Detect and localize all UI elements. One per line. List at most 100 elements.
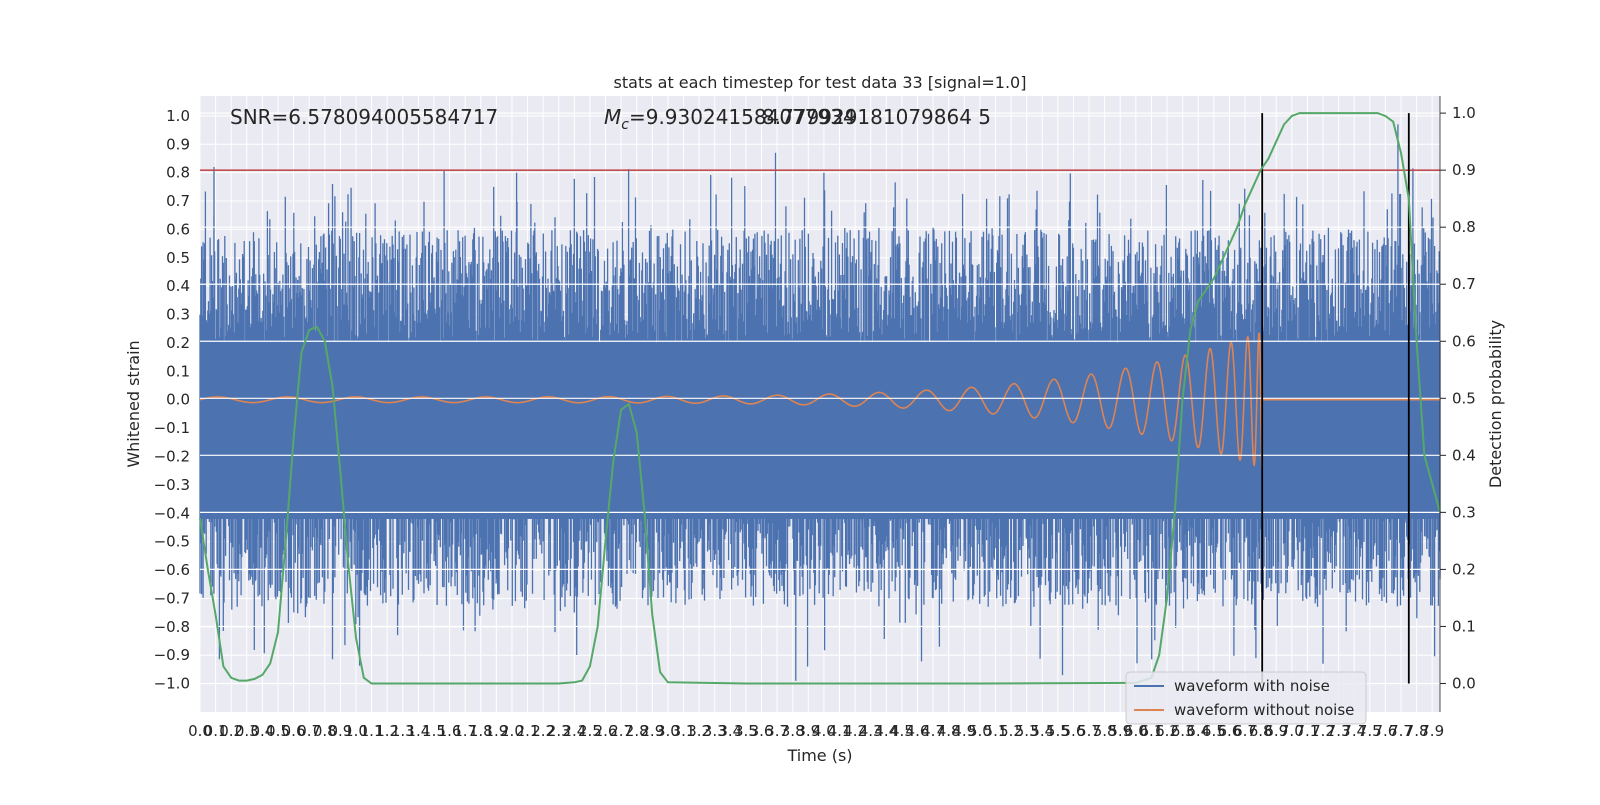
x-tick-label: 0.0 [188, 722, 212, 740]
x-tick-label: 3.3 [703, 722, 727, 740]
detection-probability-line [199, 112, 1441, 685]
y-tick-label: −1.0 [154, 675, 190, 693]
x-tick-label: 0.8 [313, 722, 337, 740]
chirp-mass-annotation: Mc=9.930241584077934 [604, 105, 856, 133]
snr-annotation: SNR=6.578094005584717 [230, 105, 498, 129]
x-tick-label: 3.6 [750, 722, 774, 740]
y2-tick-label: 0.6 [1452, 332, 1476, 350]
legend-label-waveform-without-noise: waveform without noise [1174, 701, 1354, 719]
x-tick-label: 6.2 [1155, 722, 1179, 740]
x-tick-label: 0.1 [204, 722, 228, 740]
x-tick-label: 2.8 [625, 722, 649, 740]
y-tick-label: −0.6 [154, 561, 190, 579]
y-tick-label: −0.9 [154, 646, 190, 664]
y2-tick-label: 0.0 [1452, 674, 1476, 692]
x-tick-label: 4.9 [952, 722, 976, 740]
y-tick-label: 0.5 [166, 249, 190, 267]
chart-title: stats at each timestep for test data 33 … [614, 73, 1027, 92]
x-tick-label: 0.4 [250, 722, 274, 740]
x-tick-label: 2.2 [531, 722, 555, 740]
x-tick-label: 4.0 [812, 722, 836, 740]
x-tick-label: 4.2 [843, 722, 867, 740]
y2-tick-label: 0.1 [1452, 617, 1476, 635]
y-tick-label: −0.2 [154, 448, 190, 466]
y2-tick-label: 0.2 [1452, 560, 1476, 578]
x-tick-label: 3.8 [781, 722, 805, 740]
x-tick-label: 2.1 [516, 722, 540, 740]
overlapping-annotation: 8.779929181079864 5 [762, 105, 991, 129]
x-tick-label: 5.7 [1077, 722, 1101, 740]
x-tick-label: 6.8 [1249, 722, 1273, 740]
x-tick-label: 2.6 [594, 722, 618, 740]
x-tick-label: 2.7 [609, 722, 633, 740]
y-tick-label: −0.3 [154, 476, 190, 494]
x-tick-label: 1.6 [438, 722, 462, 740]
x-tick-label: 6.9 [1264, 722, 1288, 740]
series-waveform-without-noise [199, 332, 1440, 469]
y2-tick-label: 0.5 [1452, 389, 1476, 407]
x-tick-label: 0.9 [328, 722, 352, 740]
x-tick-label: 5.8 [1093, 722, 1117, 740]
x-axis-label: Time (s) [786, 746, 852, 765]
x-tick-label: 3.9 [796, 722, 820, 740]
x-tick-label: 0.3 [235, 722, 259, 740]
x-tick-label: 6.3 [1171, 722, 1195, 740]
x-tick-label: 1.5 [422, 722, 446, 740]
x-tick-label: 6.7 [1233, 722, 1257, 740]
y-tick-label: 0.2 [166, 334, 190, 352]
x-tick-label: 5.4 [1030, 722, 1054, 740]
x-tick-label: 1.2 [375, 722, 399, 740]
x-tick-label: 1.7 [453, 722, 477, 740]
x-tick-label: 3.1 [672, 722, 696, 740]
legend-box [1125, 671, 1367, 725]
x-tick-label: 2.0 [500, 722, 524, 740]
x-tick-label: 2.5 [578, 722, 602, 740]
series-detection-probability [199, 112, 1441, 685]
y-tick-label: 0.0 [166, 391, 190, 409]
x-tick-label: 6.4 [1186, 722, 1210, 740]
x-tick-label: 4.4 [874, 722, 898, 740]
x-tick-label: 0.6 [282, 722, 306, 740]
chirp-mass-value: =9.930241584077934 [629, 105, 856, 129]
y-tick-label: −0.1 [154, 419, 190, 437]
x-tick-label: 6.0 [1124, 722, 1148, 740]
x-tick-label: 3.4 [718, 722, 742, 740]
x-tick-label: 7.0 [1280, 722, 1304, 740]
x-tick-label: 7.8 [1405, 722, 1429, 740]
x-tick-label: 4.8 [937, 722, 961, 740]
y-tick-label: 0.6 [166, 220, 190, 238]
x-tick-label: 4.7 [921, 722, 945, 740]
reference-lines [200, 112, 1440, 685]
x-tick-label: 4.1 [828, 722, 852, 740]
y-tick-label: −0.5 [154, 533, 190, 551]
x-tick-label: 0.5 [266, 722, 290, 740]
x-tick-label: 5.6 [1062, 722, 1086, 740]
y-tick-label: −0.8 [154, 618, 190, 636]
x-tick-label: 3.0 [656, 722, 680, 740]
legend: waveform with noise waveform without noi… [1125, 671, 1367, 725]
x-tick-label: 1.8 [469, 722, 493, 740]
x-tick-label: 5.1 [984, 722, 1008, 740]
x-tick-label: 7.1 [1295, 722, 1319, 740]
y2-tick-label: 0.7 [1452, 275, 1476, 293]
x-tick-label: 5.0 [968, 722, 992, 740]
x-tick-label: 0.7 [297, 722, 321, 740]
x-tick-label: 6.5 [1202, 722, 1226, 740]
x-tick-label: 2.9 [640, 722, 664, 740]
x-tick-label: 3.7 [765, 722, 789, 740]
x-tick-label: 4.3 [859, 722, 883, 740]
chirp-mass-subscript: c [621, 117, 629, 133]
x-tick-label: 5.2 [999, 722, 1023, 740]
legend-label-waveform-with-noise: waveform with noise [1174, 677, 1330, 695]
y2-tick-label: 1.0 [1452, 104, 1476, 122]
x-tick-label: 7.5 [1358, 722, 1382, 740]
x-tick-label: 7.2 [1311, 722, 1335, 740]
x-tick-label: 2.3 [547, 722, 571, 740]
x-tick-label: 0.2 [219, 722, 243, 740]
x-tick-label: 7.9 [1420, 722, 1444, 740]
x-tick-label: 5.9 [1108, 722, 1132, 740]
x-tick-label: 3.5 [734, 722, 758, 740]
y-tick-label: −0.7 [154, 589, 190, 607]
y-tick-label: 0.7 [166, 192, 190, 210]
